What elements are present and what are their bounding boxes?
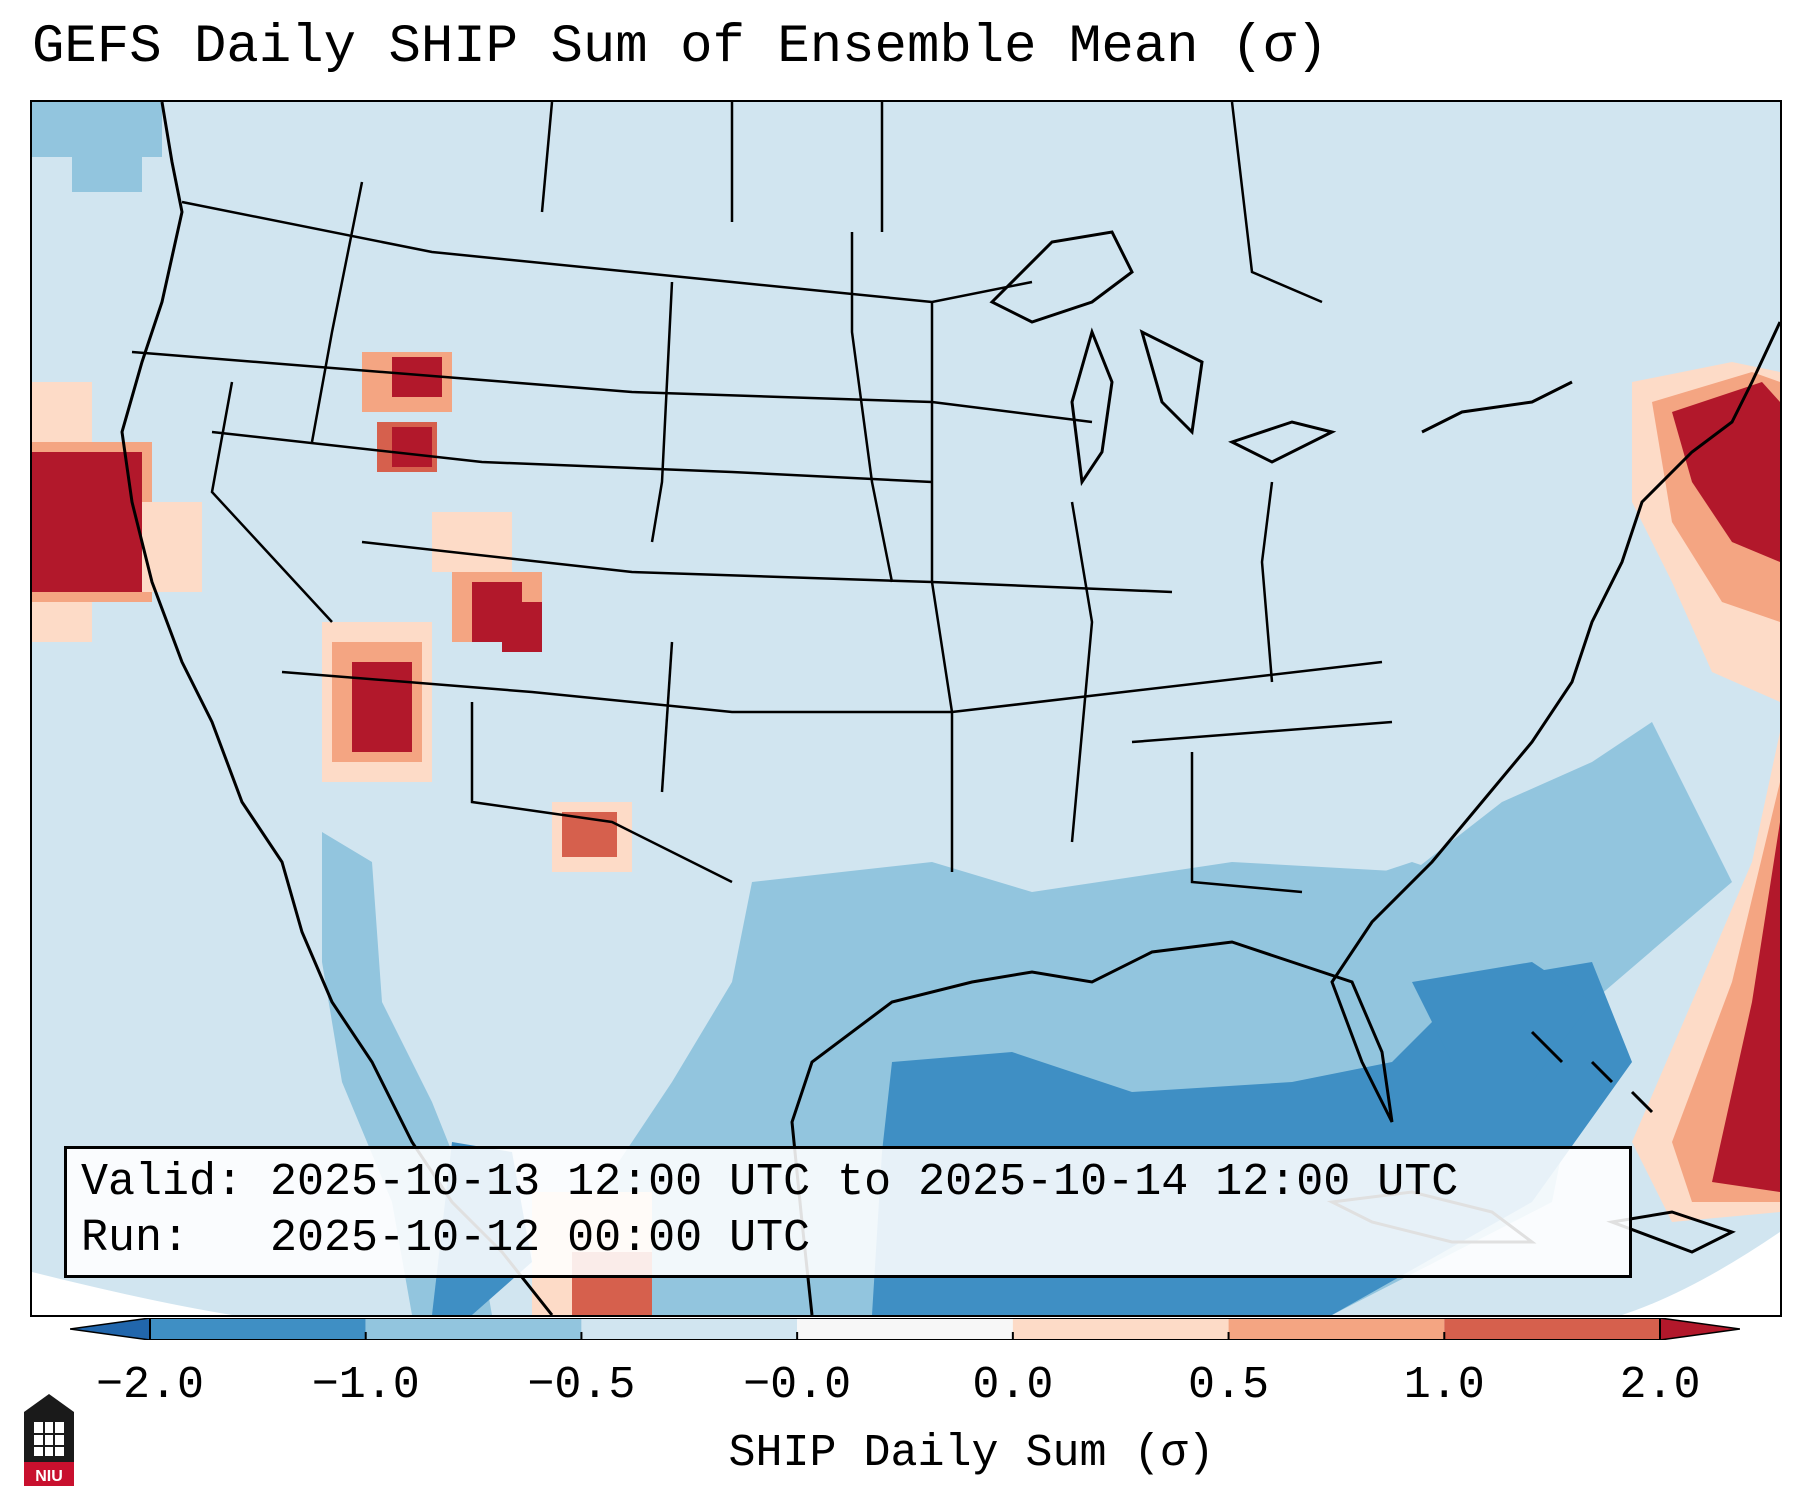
valid-value: 2025-10-13 12:00 UTC to 2025-10-14 12:00… — [270, 1157, 1459, 1208]
colorbar-tick-label: 1.0 — [1403, 1360, 1485, 1411]
map-title: GEFS Daily SHIP Sum of Ensemble Mean (σ) — [32, 17, 1329, 78]
colorbar-segment — [1444, 1318, 1660, 1340]
anomaly-positive-intermountain — [362, 352, 542, 652]
colorbar-tick-label: 0.0 — [972, 1360, 1054, 1411]
colorbar-segment — [365, 1318, 582, 1340]
anomaly-positive-new-england — [1632, 362, 1780, 702]
anomaly-negative-pacific-nw — [32, 102, 162, 192]
colorbar-ticks: −2.0 −1.0 −0.5 −0.0 0.0 0.5 1.0 2.0 — [0, 1360, 1803, 1420]
coastlines — [120, 102, 1780, 1315]
colorbar — [70, 1318, 1740, 1340]
colorbar-segment — [150, 1318, 366, 1340]
colorbar-under-arrow — [70, 1318, 151, 1340]
svg-text:NIU: NIU — [35, 1468, 63, 1485]
colorbar-segment — [1012, 1318, 1229, 1340]
colorbar-tick-label: −0.5 — [527, 1360, 636, 1411]
colorbar-segments — [149, 1318, 1660, 1340]
colorbar-tick-label: 2.0 — [1619, 1360, 1701, 1411]
great-lakes — [989, 230, 1337, 487]
valid-label: Valid: — [81, 1157, 244, 1208]
map-panel[interactable] — [30, 100, 1782, 1317]
projection-edge-right — [1622, 1232, 1780, 1315]
map-canvas — [32, 102, 1780, 1315]
colorbar-label: SHIP Daily Sum (σ) — [728, 1428, 1215, 1479]
colorbar-tick-label: −2.0 — [95, 1360, 205, 1411]
colorbar-tick-label: −1.0 — [311, 1360, 420, 1411]
anomaly-positive-west-texas — [552, 802, 632, 872]
anomaly-positive-caribbean — [1632, 732, 1780, 1222]
anomaly-positive-california — [32, 382, 202, 642]
niu-logo-icon: NIU — [24, 1394, 74, 1486]
colorbar-tick-label: −0.0 — [743, 1360, 852, 1411]
colorbar-segment — [581, 1318, 798, 1340]
anomaly-negative-southeast — [1232, 862, 1472, 1002]
colorbar-tick-label: 0.5 — [1188, 1360, 1270, 1411]
projection-edge-left — [32, 1272, 232, 1315]
colorbar-frame — [149, 1318, 1661, 1340]
run-label: Run: — [81, 1213, 190, 1264]
colorbar-over-arrow — [1659, 1318, 1740, 1340]
valid-run-info-box: Valid: 2025-10-13 12:00 UTC to 2025-10-1… — [64, 1146, 1632, 1278]
borders — [131, 102, 1393, 894]
colorbar-segment — [1228, 1318, 1445, 1340]
run-value: 2025-10-12 00:00 UTC — [270, 1213, 811, 1264]
colorbar-segment — [797, 1318, 1013, 1340]
anomaly-positive-arizona — [322, 622, 432, 782]
